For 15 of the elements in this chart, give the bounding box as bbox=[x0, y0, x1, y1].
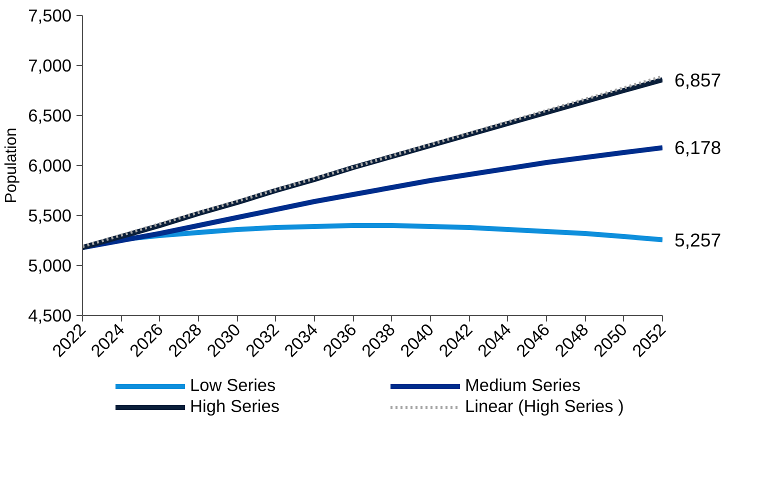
legend-label: High Series bbox=[190, 396, 281, 417]
data-label: 6,178 bbox=[674, 137, 722, 158]
y-tick-label: 5,000 bbox=[28, 256, 72, 276]
y-axis-title: Population bbox=[3, 128, 20, 204]
data-label: 6,857 bbox=[674, 69, 722, 90]
legend-label: Medium Series bbox=[465, 375, 582, 396]
y-tick-label: 6,000 bbox=[28, 156, 72, 176]
y-tick-label: 7,000 bbox=[28, 56, 72, 76]
legend-label: Linear (High Series ) bbox=[465, 396, 625, 417]
y-tick-label: 6,500 bbox=[28, 106, 72, 126]
y-tick-label: 7,500 bbox=[28, 6, 72, 26]
data-label: 5,257 bbox=[674, 229, 722, 250]
y-tick-label: 5,500 bbox=[28, 206, 72, 226]
legend-label: Low Series bbox=[190, 375, 277, 396]
y-tick-label: 4,500 bbox=[28, 306, 72, 326]
